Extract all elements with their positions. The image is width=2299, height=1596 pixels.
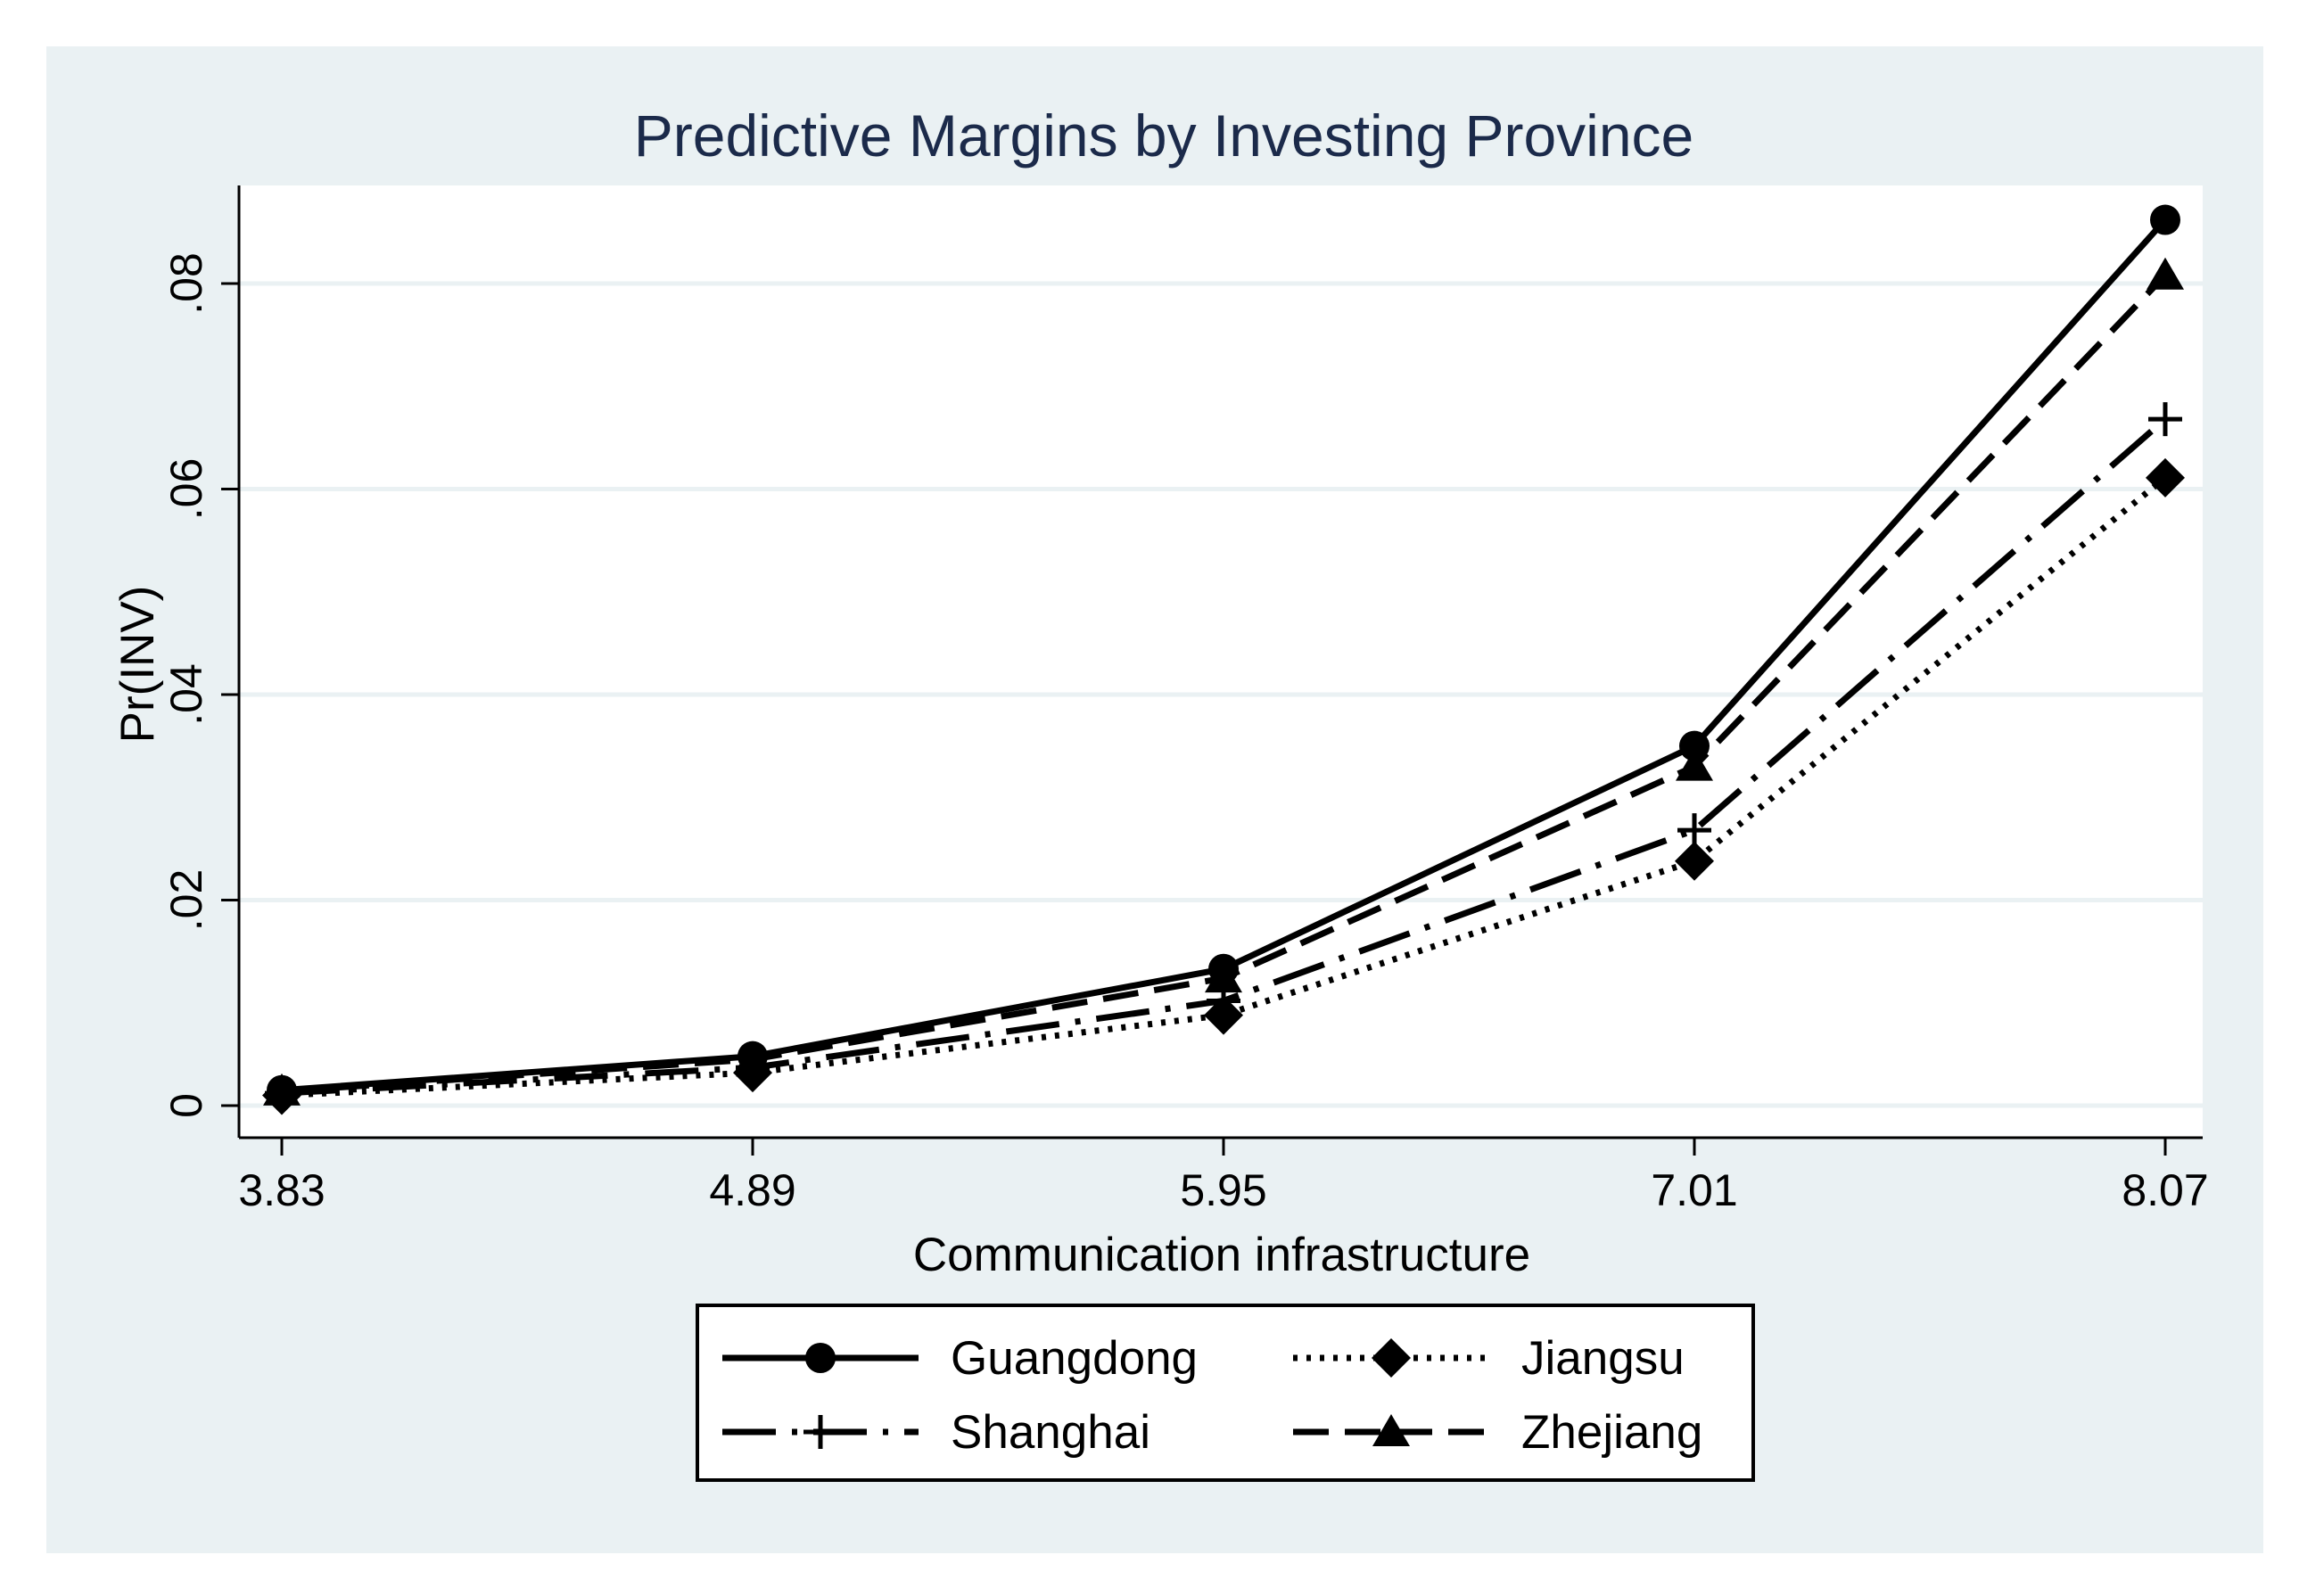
- legend-entry-zhejiang: Zhejiang: [1293, 1406, 1702, 1459]
- y-tick-label: .08: [161, 252, 211, 315]
- y-axis-label: Pr(INV): [111, 586, 164, 744]
- x-tick-label: 3.83: [238, 1165, 325, 1215]
- x-tick-label: 4.89: [709, 1165, 795, 1215]
- data-point-guangdong: [1679, 730, 1710, 761]
- legend-entry-jiangsu: Jiangsu: [1293, 1332, 1685, 1385]
- data-point-shanghai: [1677, 813, 1711, 848]
- legend: Guangdong Jiangsu Shanghai Zhejiang: [696, 1304, 1755, 1482]
- chart-title: Predictive Margins by Investing Province: [634, 103, 1694, 169]
- data-point-guangdong: [2150, 204, 2180, 235]
- data-point-shanghai: [2148, 402, 2182, 437]
- legend-marker: [1372, 1338, 1411, 1378]
- data-point-zhejiang: [1205, 960, 1242, 993]
- x-tick-label: 7.01: [1651, 1165, 1737, 1215]
- tick-marks: 0 .02 .04 .06 .08 3.83 4.89 5.95 7.01 8.07: [161, 252, 2209, 1215]
- y-tick-label: .04: [161, 663, 211, 726]
- y-tick-label: .02: [161, 869, 211, 932]
- legend-box: [696, 1304, 1755, 1482]
- legend-label: Zhejiang: [1521, 1406, 1702, 1459]
- data-point-zhejiang: [734, 1041, 771, 1074]
- data-point-zhejiang: [1676, 748, 1713, 781]
- x-tick-label: 5.95: [1180, 1165, 1266, 1215]
- data-point-jiangsu: [1675, 841, 1714, 881]
- y-tick-label: .06: [161, 458, 211, 521]
- gridlines: [239, 281, 2203, 1108]
- x-tick-label: 8.07: [2122, 1165, 2208, 1215]
- plot-region: [239, 185, 2203, 1138]
- legend-marker: [803, 1415, 837, 1449]
- legend-entry-guangdong: Guangdong: [722, 1332, 1198, 1385]
- data-point-zhejiang: [2147, 257, 2184, 290]
- series-layer: [262, 204, 2185, 1115]
- legend-marker: [805, 1343, 836, 1373]
- legend-label: Jiangsu: [1521, 1332, 1685, 1385]
- x-axis-label: Communication infrastructure: [913, 1229, 1530, 1281]
- legend-entry-shanghai: Shanghai: [722, 1406, 1150, 1459]
- axes: [237, 185, 2203, 1139]
- legend-label: Guangdong: [951, 1332, 1198, 1385]
- legend-label: Shanghai: [951, 1406, 1150, 1459]
- y-tick-label: 0: [161, 1093, 211, 1118]
- legend-marker: [1372, 1414, 1410, 1446]
- data-point-jiangsu: [2146, 457, 2185, 498]
- data-point-zhejiang: [263, 1073, 301, 1106]
